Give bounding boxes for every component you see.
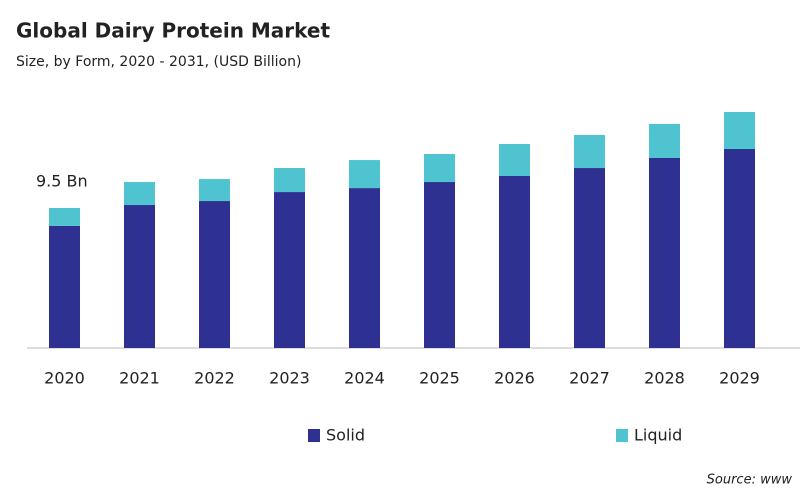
bar-segment — [49, 207, 80, 226]
legend-swatch — [308, 429, 320, 442]
bar-segment — [199, 179, 230, 202]
bar-segment — [574, 168, 605, 348]
bar-segment — [649, 158, 680, 348]
bar-segment — [724, 112, 755, 150]
x-tick-label: 2023 — [269, 369, 310, 388]
bar-segment — [499, 143, 530, 176]
bar-segment — [349, 188, 380, 348]
source: Source: www — [707, 473, 793, 488]
chart-title: Global Dairy Protein Market — [16, 19, 330, 43]
chart-subtitle: Size, by Form, 2020 - 2031, (USD Billion… — [16, 54, 301, 70]
x-tick-label: 2021 — [119, 369, 160, 388]
bar-segment — [649, 123, 680, 159]
bar-segment — [49, 225, 80, 348]
legend-label: Solid — [326, 426, 365, 445]
bar-segment — [574, 135, 605, 169]
x-tick-label: 2027 — [569, 369, 610, 388]
x-tick-label: 2029 — [719, 369, 760, 388]
x-tick-label: 2024 — [344, 369, 385, 388]
bar-segment — [424, 154, 455, 183]
bar-segment — [424, 182, 455, 348]
x-tick-label: 2022 — [194, 369, 235, 388]
annotation: 9.5 Bn — [36, 172, 88, 191]
bar-segment — [274, 192, 305, 348]
bar-segment — [199, 201, 230, 348]
bar-segment — [124, 205, 155, 348]
legend-swatch — [616, 429, 628, 442]
x-tick-label: 2026 — [494, 369, 535, 388]
x-tick-label: 2028 — [644, 369, 685, 388]
x-tick-label: 2025 — [419, 369, 460, 388]
bar-segment — [124, 182, 155, 206]
x-tick-label: 2020 — [44, 369, 85, 388]
bar-segment — [724, 149, 755, 348]
bar-segment — [274, 168, 305, 193]
bar-segment — [349, 160, 380, 189]
bar-segment — [499, 175, 530, 348]
legend-label: Liquid — [634, 426, 682, 445]
